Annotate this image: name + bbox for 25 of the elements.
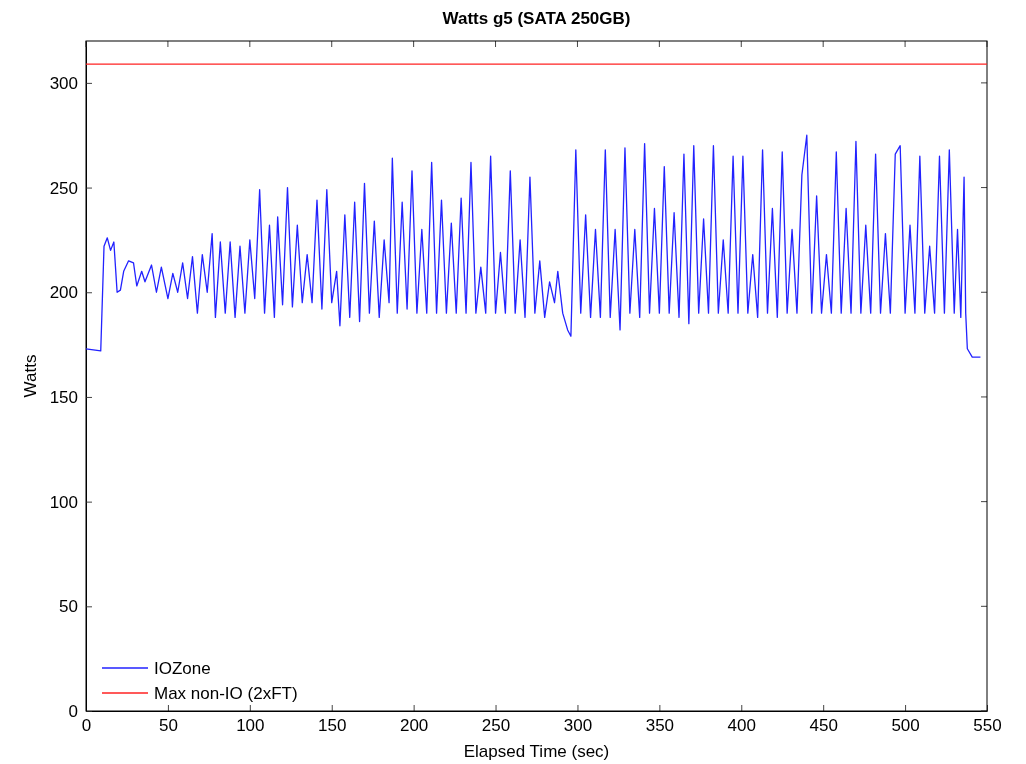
x-tick-label: 500	[891, 716, 920, 736]
x-tick-label: 550	[973, 716, 1002, 736]
x-tick-label: 250	[481, 716, 511, 736]
x-tick-label: 0	[81, 716, 92, 736]
legend-label: Max non-IO (2xFT)	[154, 684, 298, 703]
x-tick-label: 50	[158, 716, 178, 736]
y-tick-label: 100	[49, 492, 78, 512]
line-series	[85, 134, 982, 358]
legend-label: IOZone	[154, 659, 211, 678]
x-tick-label: 200	[399, 716, 429, 736]
y-tick-label: 0	[68, 701, 78, 721]
y-tick-label: 50	[59, 597, 78, 617]
x-tick-label: 300	[563, 716, 593, 736]
y-axis-title: Watts	[21, 354, 40, 398]
y-tick-label: 200	[49, 283, 78, 303]
y-tick-label: 250	[49, 178, 78, 198]
x-tick-label: 100	[236, 716, 265, 736]
x-tick-label: 400	[727, 716, 756, 736]
x-tick-label: 450	[809, 716, 838, 736]
x-axis-title: Elapsed Time (sec)	[463, 742, 610, 761]
x-tick-label: 350	[645, 716, 675, 736]
y-tick-label: 150	[49, 387, 78, 407]
x-tick-label: 150	[318, 716, 347, 736]
y-tick-label: 300	[49, 73, 78, 93]
chart-title: Watts g5 (SATA 250GB)	[442, 9, 631, 28]
